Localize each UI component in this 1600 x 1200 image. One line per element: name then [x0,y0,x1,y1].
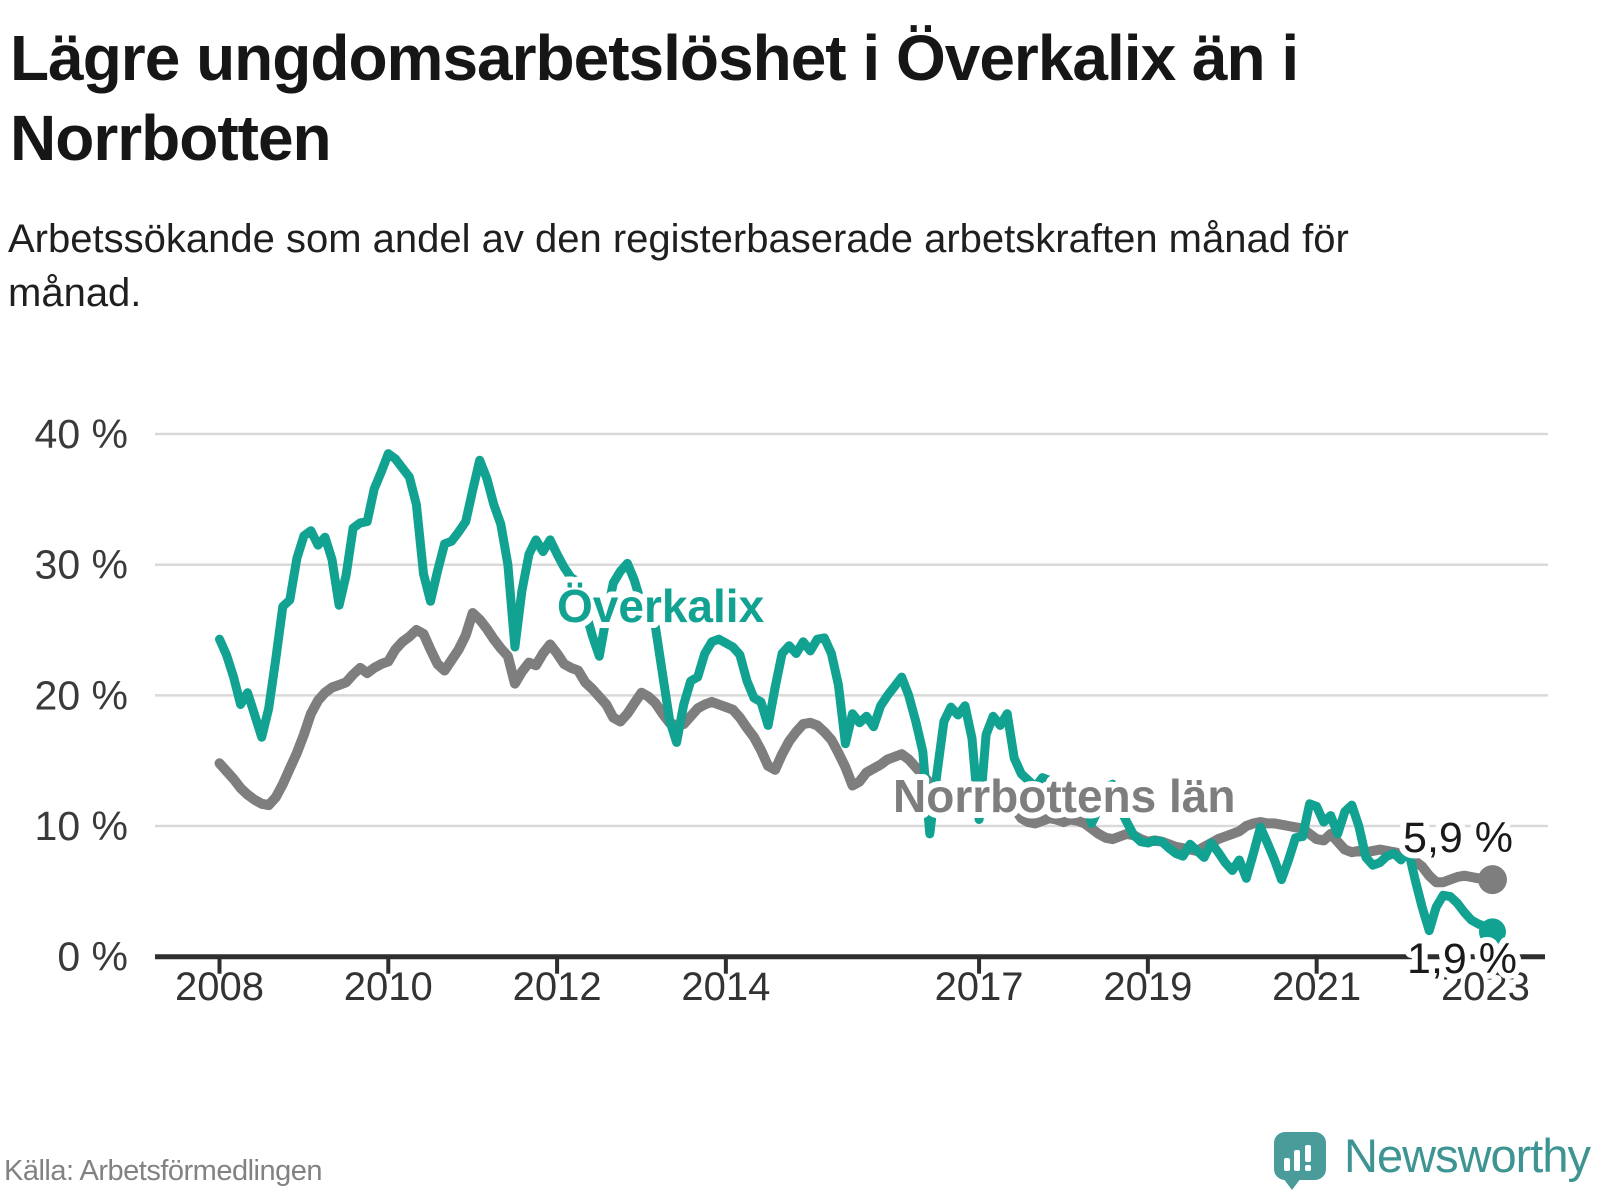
y-axis-label: 20 % [35,672,128,718]
x-axis-label: 2017 [935,965,1024,1009]
y-axis-label: 10 % [35,803,128,849]
x-axis-label: 2010 [344,965,433,1009]
chart-title: Lägre ungdomsarbetslöshet i Överkalix än… [10,22,1299,174]
exclamation-glyph [1305,1144,1312,1162]
bar-chart-glyph [1284,1157,1291,1171]
y-axis-label: 40 % [35,411,128,457]
exclamation-dot-glyph [1305,1164,1312,1171]
end-dot [1478,918,1506,946]
source-note: Källa: Arbetsförmedlingen [4,1155,322,1187]
norrbotten-series-label: Norrbottens län [893,770,1235,822]
end-dot [1477,865,1507,895]
bar-chart-glyph [1294,1149,1301,1171]
y-axis-label: 30 % [35,542,128,588]
x-axis-label: 2008 [175,965,264,1009]
x-axis-label: 2019 [1103,965,1192,1009]
norrbotten-line [214,608,1498,888]
chart-subtitle: Arbetssökande som andel av den registerb… [8,217,1349,315]
x-axis-label: 2014 [681,965,770,1009]
x-axis-label: 2021 [1272,965,1361,1009]
overkalix-end-value-label: 1,9 % [1407,935,1517,983]
norrbotten-end-value-label: 5,9 % [1403,814,1513,862]
overkalix-series-label: Överkalix [557,580,765,632]
newsworthy-wordmark: Newsworthy [1344,1129,1591,1182]
y-axis-label: 0 % [57,934,128,980]
x-axis-label: 2023 [1441,965,1530,1009]
x-axis-label: 2012 [513,965,602,1009]
overkalix-line [215,449,1497,937]
newsworthy-logo: Newsworthy [1274,1128,1591,1190]
newsworthy-logo-icon [1274,1131,1327,1190]
